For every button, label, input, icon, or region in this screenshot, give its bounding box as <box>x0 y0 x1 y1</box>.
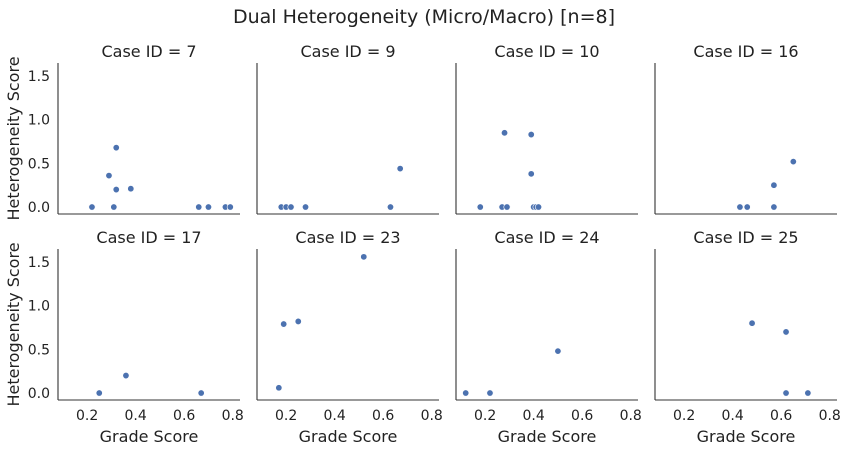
panel-title: Case ID = 10 <box>494 42 599 61</box>
data-point <box>112 144 120 152</box>
y-tick-label: 0.5 <box>28 342 50 358</box>
y-axis-label: Heterogeneity Score <box>4 56 23 220</box>
x-tick-label: 0.2 <box>673 408 695 424</box>
y-tick-label: 1.0 <box>28 113 50 129</box>
data-point <box>743 203 751 211</box>
panel-title: Case ID = 16 <box>693 42 798 61</box>
data-point <box>127 185 135 193</box>
data-point <box>527 131 535 139</box>
data-point <box>736 203 744 211</box>
y-tick-label: 0.0 <box>28 200 50 216</box>
panel-title: Case ID = 24 <box>494 228 599 247</box>
data-point <box>770 203 778 211</box>
x-tick-label: 0.4 <box>125 408 147 424</box>
x-tick-label: 0.8 <box>819 408 841 424</box>
y-tick-label: 1.5 <box>28 255 50 271</box>
data-point <box>554 347 562 355</box>
y-tick-label: 0.0 <box>28 386 50 402</box>
data-point <box>501 129 509 137</box>
data-point <box>280 320 288 328</box>
y-tick-label: 1.5 <box>28 69 50 85</box>
panel-title: Case ID = 17 <box>96 228 201 247</box>
data-point <box>462 389 470 397</box>
data-point <box>287 203 295 211</box>
y-tick-label: 1.0 <box>28 299 50 315</box>
data-point <box>197 389 205 397</box>
data-point <box>122 372 130 380</box>
y-tick-label: 0.5 <box>28 156 50 172</box>
x-tick-label: 0.8 <box>421 408 443 424</box>
x-tick-label: 0.6 <box>571 408 593 424</box>
data-point <box>782 328 790 336</box>
data-point <box>110 203 118 211</box>
y-axis-label: Heterogeneity Score <box>4 242 23 406</box>
data-point <box>204 203 212 211</box>
data-point <box>302 203 310 211</box>
data-point <box>294 317 302 325</box>
data-point <box>476 203 484 211</box>
x-tick-label: 0.4 <box>523 408 545 424</box>
x-axis-label: Grade Score <box>299 427 398 446</box>
data-point <box>275 384 283 392</box>
data-point <box>396 165 404 173</box>
data-point <box>226 203 234 211</box>
panel-title: Case ID = 23 <box>295 228 400 247</box>
panel-title: Case ID = 25 <box>693 228 798 247</box>
data-point <box>535 203 543 211</box>
data-point <box>105 172 113 180</box>
data-point <box>486 389 494 397</box>
data-point <box>88 203 96 211</box>
x-tick-label: 0.2 <box>76 408 98 424</box>
x-tick-label: 0.4 <box>722 408 744 424</box>
x-tick-label: 0.2 <box>275 408 297 424</box>
data-point <box>503 203 511 211</box>
panel-title: Case ID = 9 <box>300 42 395 61</box>
data-point <box>195 203 203 211</box>
data-point <box>527 170 535 178</box>
x-tick-label: 0.8 <box>222 408 244 424</box>
x-tick-label: 0.8 <box>620 408 642 424</box>
x-tick-label: 0.6 <box>173 408 195 424</box>
x-axis-label: Grade Score <box>100 427 199 446</box>
x-tick-label: 0.2 <box>474 408 496 424</box>
x-axis-label: Grade Score <box>697 427 796 446</box>
x-tick-label: 0.6 <box>770 408 792 424</box>
data-point <box>112 186 120 194</box>
x-tick-label: 0.4 <box>324 408 346 424</box>
data-point <box>789 158 797 166</box>
x-axis-label: Grade Score <box>498 427 597 446</box>
data-point <box>360 253 368 261</box>
chart-title: Dual Heterogeneity (Micro/Macro) [n=8] <box>233 6 615 28</box>
data-point <box>386 203 394 211</box>
data-point <box>782 389 790 397</box>
data-point <box>748 319 756 327</box>
panel-title: Case ID = 7 <box>101 42 196 61</box>
x-tick-label: 0.6 <box>372 408 394 424</box>
data-point <box>95 389 103 397</box>
data-point <box>770 181 778 189</box>
data-point <box>804 389 812 397</box>
